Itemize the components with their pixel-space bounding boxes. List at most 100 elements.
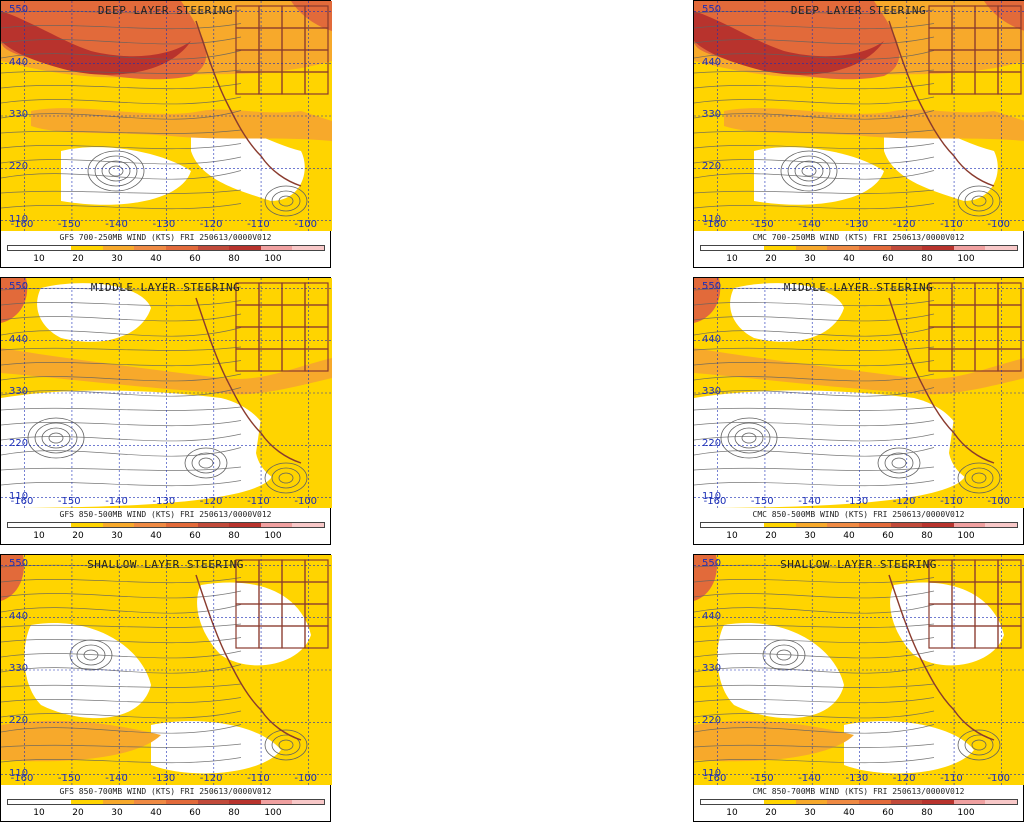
streamline [1, 623, 242, 628]
colorbar-bin [827, 523, 859, 527]
wind-shading [61, 147, 191, 205]
longitude-label: -140 [105, 496, 128, 507]
vortex-streamline [741, 432, 757, 444]
steering-map [694, 278, 1024, 508]
colorbar-bin [102, 523, 135, 527]
streamline [694, 743, 935, 748]
streamline [1, 189, 242, 194]
latitude-label: 440 [9, 610, 29, 622]
longitude-label: -120 [892, 219, 916, 230]
vortex-streamline [87, 150, 145, 192]
vortex-streamline [41, 427, 71, 449]
colorbar-label: 60 [189, 808, 201, 818]
streamline [1, 650, 242, 659]
streamline [694, 23, 935, 30]
longitude-label: -160 [10, 496, 34, 507]
colorbar [7, 245, 325, 251]
vortex-streamline [271, 734, 301, 756]
vortex-streamline [94, 155, 138, 187]
colorbar-label: 60 [882, 531, 894, 541]
steering-map [694, 1, 1024, 231]
streamline [1, 327, 242, 337]
latitude-label: 440 [9, 56, 29, 68]
colorbar-bin [890, 800, 923, 804]
colorbar-bin [8, 523, 40, 527]
streamline [1, 724, 242, 734]
colorbar-label: 30 [111, 254, 123, 264]
colorbar [700, 799, 1018, 805]
streamline [694, 83, 935, 90]
wind-shading [884, 118, 998, 201]
streamline [694, 327, 935, 337]
streamline [694, 466, 935, 471]
colorbar-label: 20 [72, 808, 84, 818]
wind-shading [949, 416, 1006, 484]
map-title: SHALLOW LAYER STEERING [780, 558, 937, 571]
colorbar-labels: 10 20 30 40 60 80 100 [1, 808, 332, 820]
colorbar-label: 20 [72, 531, 84, 541]
colorbar-labels: 10 20 30 40 60 80 100 [1, 531, 332, 543]
colorbar-label: 10 [33, 808, 45, 818]
colorbar-label: 20 [765, 531, 777, 541]
colorbar-label: 100 [264, 254, 282, 264]
steering-map [694, 555, 1024, 785]
longitude-label: -120 [892, 496, 916, 507]
vortex-streamline [957, 729, 1001, 761]
longitude-label: -120 [892, 773, 916, 784]
vortex-streamline [734, 427, 764, 449]
colorbar-label: 40 [150, 254, 162, 264]
longitude-label: -110 [247, 219, 270, 230]
streamline [1, 69, 242, 74]
colorbar-label: 30 [111, 531, 123, 541]
colorbar-label: 10 [33, 254, 45, 264]
colorbar-bin [260, 800, 293, 804]
vortex-streamline [271, 190, 301, 212]
wind-shading [754, 147, 884, 205]
streamline [694, 683, 935, 688]
coastline [888, 20, 995, 187]
longitude-label: -160 [10, 773, 34, 784]
vortex-streamline [101, 160, 131, 182]
colorbar-label: 10 [726, 254, 738, 264]
latitude-label: 550 [702, 4, 722, 16]
longitude-label: -120 [199, 773, 223, 784]
colorbar-bin [260, 523, 293, 527]
streamline [1, 373, 242, 382]
vortex-streamline [891, 457, 907, 469]
streamline [694, 757, 935, 764]
map-caption: CMC 700-250MB WIND (KTS) FRI 250613/0000… [752, 233, 965, 242]
colorbar-bin [292, 523, 324, 527]
streamline [694, 96, 935, 105]
state-border [997, 71, 1022, 95]
streamline [694, 143, 935, 150]
vortex-streamline [971, 739, 987, 751]
colorbar-label: 100 [957, 254, 975, 264]
latitude-label: 220 [702, 161, 722, 173]
longitude-label: -160 [703, 219, 727, 230]
streamline [694, 156, 935, 165]
colorbar-bin [39, 800, 72, 804]
colorbar-label: 80 [921, 808, 933, 818]
vortex-streamline [780, 150, 838, 192]
streamline [1, 604, 242, 614]
longitude-label: -160 [703, 496, 727, 507]
colorbar-label: 20 [765, 808, 777, 818]
streamline [1, 590, 242, 599]
colorbar-bin [197, 800, 230, 804]
streamline [694, 433, 935, 442]
wind-shading [151, 721, 281, 774]
longitude-label: -150 [750, 496, 774, 507]
vortex-streamline [198, 457, 214, 469]
colorbar-bin [890, 246, 923, 250]
streamline [1, 433, 242, 442]
latitude-label: 550 [702, 281, 722, 293]
streamline [694, 170, 935, 180]
map-title: DEEP LAYER STEERING [97, 4, 234, 17]
vortex-streamline [769, 644, 799, 666]
vortex-streamline [264, 729, 308, 761]
colorbar-bin [165, 523, 198, 527]
vortex-streamline [34, 422, 78, 454]
latitude-label: 550 [9, 4, 29, 16]
streamline [1, 50, 242, 60]
colorbar-bin [229, 246, 261, 250]
